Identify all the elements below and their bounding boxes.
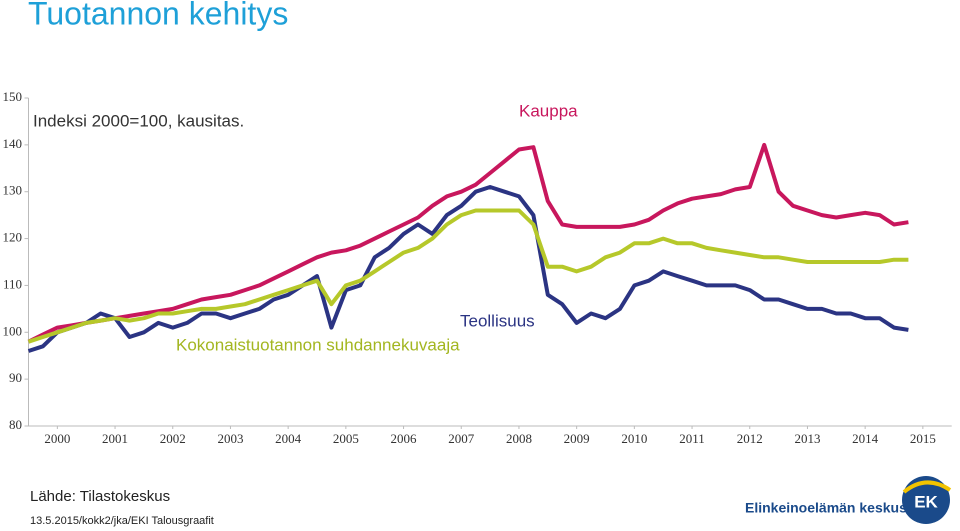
series-label: Kauppa	[519, 101, 578, 120]
x-tick-label: 2008	[506, 431, 532, 446]
chart-title: Tuotannon kehitys	[28, 0, 288, 31]
series-line	[27, 142, 909, 344]
footer: 13.5.2015/kokk2/jka/EKI Talousgraafit	[30, 515, 214, 527]
x-tick-label: 2012	[737, 431, 763, 446]
x-tick-label: 2007	[448, 431, 475, 446]
y-tick-label: 110	[3, 276, 22, 291]
y-tick-label: 90	[9, 370, 22, 385]
x-tick-label: 2004	[275, 431, 302, 446]
y-tick-label: 150	[3, 89, 23, 104]
x-tick-label: 2015	[910, 431, 936, 446]
y-tick-label: 100	[3, 323, 23, 338]
x-tick-label: 2011	[679, 431, 705, 446]
series-label: Kokonaistuotannon suhdannekuvaaja	[176, 335, 460, 354]
x-tick-label: 2003	[217, 431, 243, 446]
logo-circle	[902, 476, 950, 524]
x-tick-label: 2010	[621, 431, 647, 446]
x-tick-label: 2002	[160, 431, 186, 446]
x-tick-label: 2014	[852, 431, 879, 446]
logo-arc	[902, 480, 952, 494]
annotation: Indeksi 2000=100, kausitas.	[33, 111, 244, 130]
logo-mark: EK	[914, 492, 938, 511]
y-tick-label: 140	[3, 136, 23, 151]
series-line	[27, 185, 909, 353]
x-tick-label: 2005	[333, 431, 359, 446]
source: Lähde: Tilastokeskus	[30, 488, 170, 505]
series-line	[27, 208, 909, 344]
series-label: Teollisuus	[460, 311, 535, 330]
x-tick-label: 2013	[794, 431, 820, 446]
x-tick-label: 2009	[564, 431, 590, 446]
x-tick-label: 2000	[44, 431, 70, 446]
y-tick-label: 120	[3, 230, 23, 245]
x-tick-label: 2001	[102, 431, 128, 446]
x-tick-label: 2006	[391, 431, 418, 446]
y-tick-label: 80	[9, 417, 22, 432]
y-tick-label: 130	[3, 183, 23, 198]
logo-text: Elinkeinoelämän keskusliitto	[745, 500, 936, 516]
